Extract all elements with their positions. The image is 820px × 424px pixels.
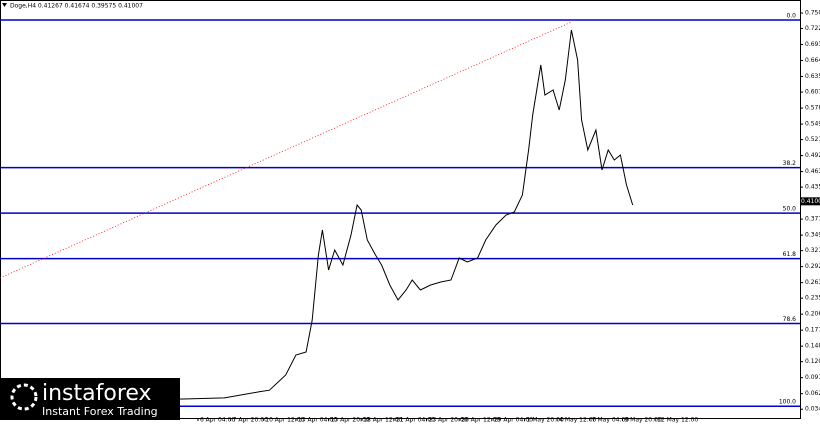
y-tick-label: 0.63550 (805, 73, 820, 80)
price-line (0, 29, 634, 403)
logo: instaforex Instant Forex Trading (0, 378, 180, 420)
y-tick-label: 0.09150 (805, 374, 820, 381)
y-tick-label: 0.49270 (805, 152, 820, 159)
y-tick-label: 0.06260 (805, 390, 820, 397)
y-tick-label: 0.23515 (805, 295, 820, 302)
fib-label: 0.0 (786, 13, 796, 20)
y-tick-label: 0.57855 (805, 105, 820, 112)
y-tick-label: 0.43575 (805, 184, 820, 191)
plot-frame (0, 0, 801, 419)
y-tick-label: 0.14845 (805, 343, 820, 350)
y-tick-label: 0.03455 (805, 406, 820, 413)
fib-label: 78.6 (783, 316, 797, 323)
x-tick-label: 23 Apr 20:00 (429, 417, 468, 424)
y-tick-label: 0.46380 (805, 168, 820, 175)
y-tick-label: 0.66440 (805, 57, 820, 64)
y-tick-label: 0.54965 (805, 121, 820, 128)
y-tick-label: 0.32100 (805, 247, 820, 254)
y-tick-label: 0.69330 (805, 41, 820, 48)
y-tick-label: 0.52160 (805, 136, 820, 143)
logo-tagline: Instant Forex Trading (42, 405, 158, 418)
x-tick-label: 13 Apr 04:00 (298, 417, 337, 424)
logo-name: instaforex (42, 381, 152, 406)
x-tick-label: 6 Apr 04:00 (200, 417, 235, 424)
x-tick-label: 12 May 12:00 (657, 417, 698, 424)
y-tick-label: 0.34905 (805, 232, 820, 239)
x-tick-label: 15 Apr 20:00 (331, 417, 370, 424)
y-tick-label: 0.20625 (805, 311, 820, 318)
x-tick-label: 21 Apr 04:00 (396, 417, 435, 424)
current-price-label: 0.41007 (801, 198, 820, 205)
y-tick-label: 0.17735 (805, 327, 820, 334)
x-tick-label: 4 May 12:00 (559, 417, 597, 424)
fib-label: 38.2 (783, 160, 797, 167)
y-tick-label: 0.29210 (805, 263, 820, 270)
title-arrow (2, 3, 7, 7)
logo-box (0, 378, 180, 420)
current-price-box (800, 197, 820, 206)
y-tick-label: 0.26320 (805, 279, 820, 286)
y-tick-label: 0.37795 (805, 216, 820, 223)
x-tick-label: 7 May 04:00 (592, 417, 630, 424)
logo-icon (10, 383, 38, 411)
y-tick-label: 0.72220 (805, 25, 820, 32)
x-tick-label: 7 Apr 20:00 (233, 417, 268, 424)
y-tick-label: 0.12040 (805, 358, 820, 365)
fib-label: 50.0 (783, 206, 797, 213)
x-tick-label: 26 Apr 12:00 (461, 417, 500, 424)
x-tick-label: 9 May 20:00 (624, 417, 662, 424)
x-tick-label: 18 Apr 12:00 (363, 417, 402, 424)
x-tick-label: 10 Apr 12:00 (265, 417, 304, 424)
fib-label: 100.0 (779, 399, 796, 406)
y-tick-label: 0.75025 (805, 10, 820, 17)
fib-label: 61.8 (783, 251, 797, 258)
x-tick-label: 1 May 20:00 (526, 417, 564, 424)
y-tick-label: 0.60745 (805, 89, 820, 96)
chart-title: Doge,H4 0.41267 0.41674 0.39575 0.41007 (10, 3, 143, 10)
x-tick-label: 29 Apr 04:00 (494, 417, 533, 424)
